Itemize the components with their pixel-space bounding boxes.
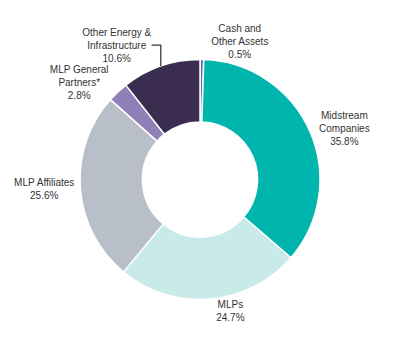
svg-text:MidstreamCompanies35.8%: MidstreamCompanies35.8% — [319, 110, 370, 147]
svg-text:MLP Affiliates25.6%: MLP Affiliates25.6% — [14, 177, 74, 201]
svg-text:MLPs24.7%: MLPs24.7% — [216, 299, 244, 323]
svg-text:Cash andOther Assets0.5%: Cash andOther Assets0.5% — [211, 23, 268, 60]
svg-text:Other Energy &Infrastructure10: Other Energy &Infrastructure10.6% — [82, 27, 151, 64]
svg-text:MLP GeneralPartners*2.8%: MLP GeneralPartners*2.8% — [50, 64, 109, 101]
